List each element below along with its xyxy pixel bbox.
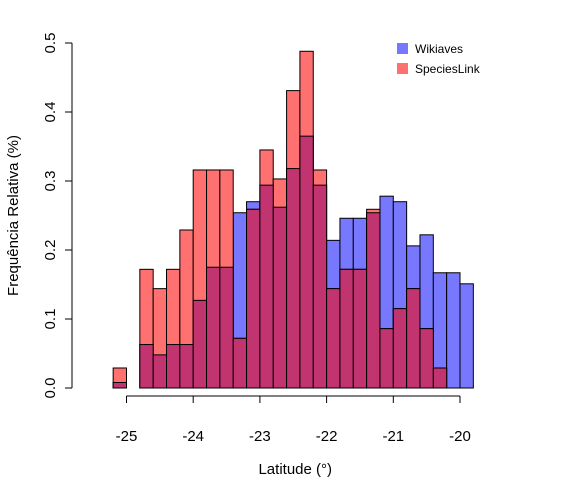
overlap-bar	[326, 288, 341, 389]
x-axis-ticks: -25 -24 -23 -22 -21 -20	[116, 396, 471, 445]
wikiaves-bar	[446, 272, 461, 389]
x-axis-title: Latitude (°)	[258, 461, 332, 478]
legend-swatch-specieslink	[397, 63, 408, 74]
x-tick-label: -22	[316, 428, 338, 445]
overlap-bar	[152, 354, 168, 389]
x-tick-label: -24	[182, 428, 204, 445]
overlap-bar	[246, 208, 261, 389]
x-tick-label: -21	[382, 428, 404, 445]
overlap-bar	[339, 268, 354, 389]
overlap-bar	[419, 328, 434, 389]
overlap-bar	[272, 206, 288, 389]
y-tick-label: 0.3	[42, 171, 59, 192]
overlap-bar	[139, 344, 154, 389]
x-tick-label: -20	[449, 428, 471, 445]
legend-label-wikiaves: Wikiaves	[415, 42, 463, 56]
y-tick-label: 0.0	[42, 378, 59, 399]
x-tick-label: -25	[116, 428, 138, 445]
y-tick-label: 0.5	[42, 33, 59, 54]
overlap-bar	[312, 184, 328, 389]
overlap-bar	[206, 266, 221, 389]
overlap-bar	[352, 268, 368, 389]
overlap-bar	[432, 367, 448, 389]
overlap-bar	[179, 344, 194, 389]
overlap-bar	[192, 299, 208, 389]
overlap-bar	[112, 381, 128, 389]
wikiaves-bar	[459, 283, 474, 389]
overlap-bar	[366, 212, 381, 389]
overlap-bar	[406, 288, 421, 389]
overlap-bar	[232, 337, 248, 389]
overlap-bar	[379, 328, 394, 389]
overlap-bars	[112, 135, 448, 389]
overlap-bar	[219, 266, 234, 389]
overlap-bar	[299, 135, 314, 389]
y-axis-ticks: 0.0 0.1 0.2 0.3 0.4 0.5	[42, 33, 72, 399]
overlap-bar	[286, 168, 301, 389]
y-tick-label: 0.1	[42, 309, 59, 330]
overlap-bar	[392, 308, 408, 389]
overlap-bar	[259, 184, 274, 389]
legend-label-specieslink: SpeciesLink	[415, 62, 481, 76]
legend-swatch-wikiaves	[397, 43, 408, 54]
y-tick-label: 0.2	[42, 240, 59, 261]
y-tick-label: 0.4	[42, 102, 59, 123]
x-tick-label: -23	[249, 428, 271, 445]
y-axis-title: Frequência Relativa (%)	[5, 135, 22, 296]
overlap-bar	[166, 344, 181, 389]
legend: Wikiaves SpeciesLink	[397, 42, 481, 76]
